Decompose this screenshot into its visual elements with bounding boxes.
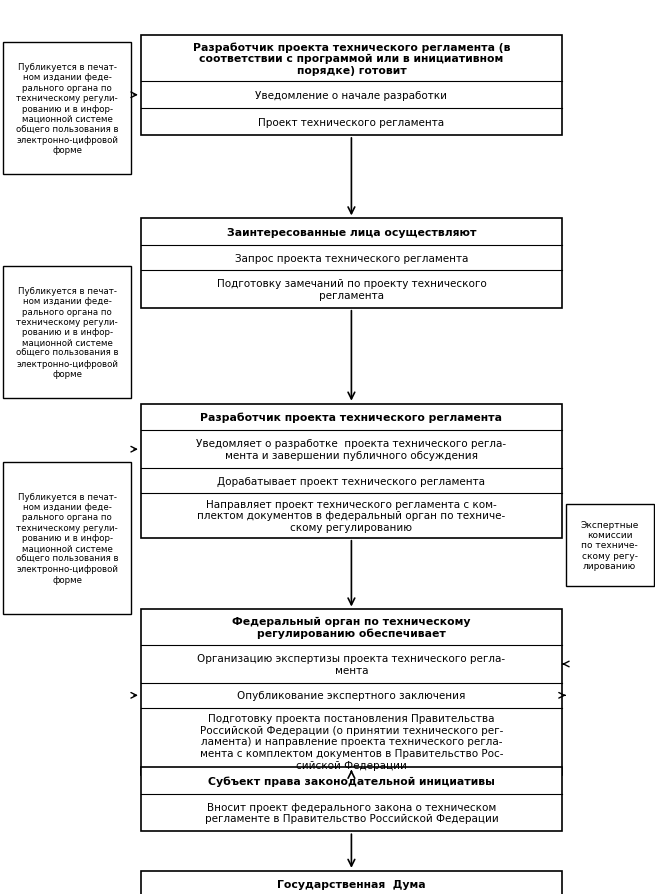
Text: Запрос проекта технического регламента: Запрос проекта технического регламента (234, 253, 468, 264)
FancyBboxPatch shape (3, 266, 131, 399)
Text: Уведомляет о разработке  проекта технического регла-
мента и завершении публично: Уведомляет о разработке проекта техничес… (196, 439, 506, 460)
Text: Вносит проект федерального закона о техническом
регламенте в Правительство Росси: Вносит проект федерального закона о техн… (204, 802, 498, 823)
Text: Федеральный орган по техническому
регулированию обеспечивает: Федеральный орган по техническому регули… (232, 617, 471, 638)
FancyBboxPatch shape (141, 404, 562, 538)
Text: Разработчик проекта технического регламента (в
соответствии с программой или в и: Разработчик проекта технического регламе… (193, 42, 510, 76)
Text: Публикуется в печат-
ном издании феде-
рального органа по
техническому регули-
р: Публикуется в печат- ном издании феде- р… (16, 286, 119, 379)
FancyBboxPatch shape (141, 767, 562, 831)
FancyBboxPatch shape (566, 504, 654, 586)
Text: Разработчик проекта технического регламента: Разработчик проекта технического регламе… (200, 412, 502, 423)
FancyBboxPatch shape (3, 462, 131, 614)
FancyBboxPatch shape (141, 219, 562, 308)
FancyBboxPatch shape (141, 871, 562, 894)
Text: Дорабатывает проект технического регламента: Дорабатывает проект технического регламе… (217, 476, 485, 486)
FancyBboxPatch shape (3, 43, 131, 175)
Text: Опубликование экспертного заключения: Опубликование экспертного заключения (237, 690, 466, 701)
Text: Публикуется в печат-
ном издании феде-
рального органа по
техническому регули-
р: Публикуется в печат- ном издании феде- р… (16, 492, 119, 585)
Text: Заинтересованные лица осуществляют: Заинтересованные лица осуществляют (227, 227, 476, 238)
Text: Проект технического регламента: Проект технического регламента (258, 117, 445, 128)
Text: Публикуется в печат-
ном издании феде-
рального органа по
техническому регули-
р: Публикуется в печат- ном издании феде- р… (16, 63, 119, 156)
Text: Подготовку замечаний по проекту технического
регламента: Подготовку замечаний по проекту техничес… (217, 279, 486, 300)
Text: Организацию экспертизы проекта технического регла-
мента: Организацию экспертизы проекта техническ… (197, 654, 506, 675)
Text: Субъект права законодательной инициативы: Субъект права законодательной инициативы (208, 775, 495, 786)
Text: Подготовку проекта постановления Правительства
Российской Федерации (о принятии : Подготовку проекта постановления Правите… (200, 713, 503, 770)
FancyBboxPatch shape (141, 36, 562, 136)
Text: Уведомление о начале разработки: Уведомление о начале разработки (255, 90, 447, 101)
Text: Направляет проект технического регламента с ком-
плектом документов в федеральны: Направляет проект технического регламент… (197, 499, 506, 533)
Text: Государственная  Дума: Государственная Дума (277, 879, 426, 890)
Text: Экспертные
комиссии
по техниче-
скому регу-
лированию: Экспертные комиссии по техниче- скому ре… (580, 520, 639, 570)
FancyBboxPatch shape (141, 610, 562, 775)
